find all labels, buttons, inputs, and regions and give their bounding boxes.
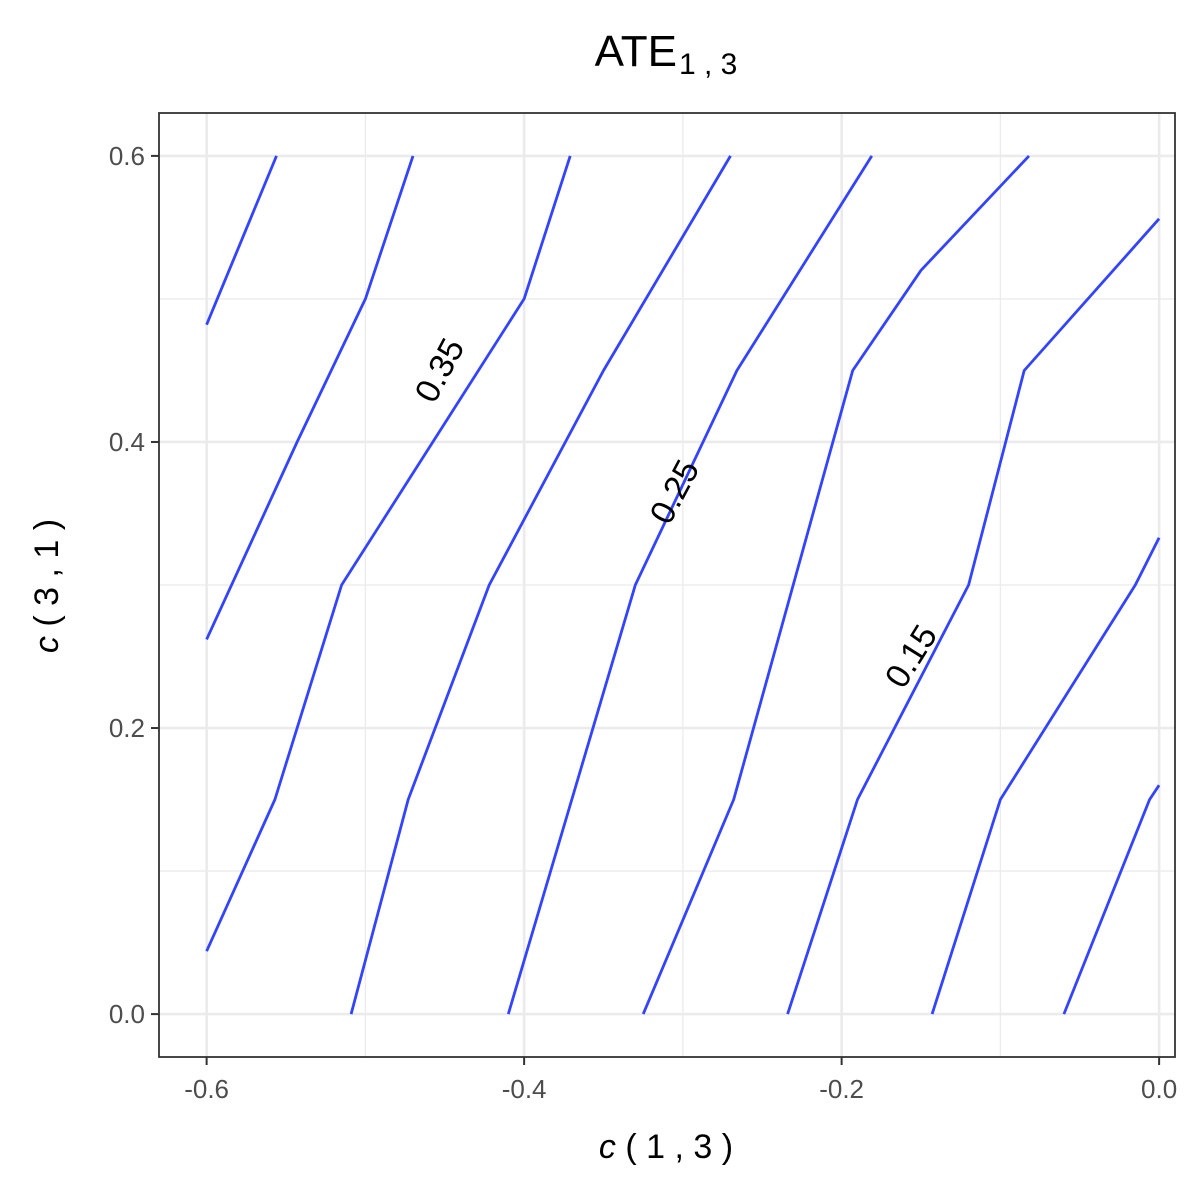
contour-line <box>506 155 873 1015</box>
y-axis-title-italic: c <box>28 636 66 653</box>
contour-lines <box>205 154 1161 1015</box>
plot-title-main: ATE <box>595 27 677 76</box>
y-tick-label: 0.4 <box>109 427 145 457</box>
x-axis-title-rest: ( 1 , 3 ) <box>616 1128 733 1166</box>
contour-line <box>205 155 415 640</box>
contour-line <box>205 155 572 952</box>
x-axis-title-italic: c <box>599 1128 616 1166</box>
x-tick-label: -0.6 <box>184 1074 229 1104</box>
contour-line <box>349 155 732 1015</box>
contour-line <box>641 154 1031 1015</box>
y-axis-title-rest: ( 3 , 1 ) <box>28 519 66 636</box>
contour-line <box>1062 784 1161 1015</box>
x-tick-label: -0.2 <box>819 1074 864 1104</box>
x-tick-label: 0.0 <box>1141 1074 1177 1104</box>
y-axis-title: c ( 3 , 1 ) <box>28 519 66 653</box>
y-axis: 0.0 0.2 0.4 0.6 <box>109 141 159 1029</box>
plot-title: ATE1 , 3 <box>595 27 738 81</box>
x-axis-title: c ( 1 , 3 ) <box>599 1128 733 1166</box>
contour-line <box>205 155 278 326</box>
y-tick-label: 0.6 <box>109 141 145 171</box>
y-tick-label: 0.0 <box>109 999 145 1029</box>
x-axis: -0.6 -0.4 -0.2 0.0 <box>184 1057 1177 1104</box>
contour-line <box>930 537 1161 1015</box>
x-tick-label: -0.4 <box>502 1074 547 1104</box>
plot-title-subscript: 1 , 3 <box>679 48 737 81</box>
panel-border <box>158 112 1176 1058</box>
y-tick-label: 0.2 <box>109 713 145 743</box>
contour-line <box>786 217 1161 1015</box>
